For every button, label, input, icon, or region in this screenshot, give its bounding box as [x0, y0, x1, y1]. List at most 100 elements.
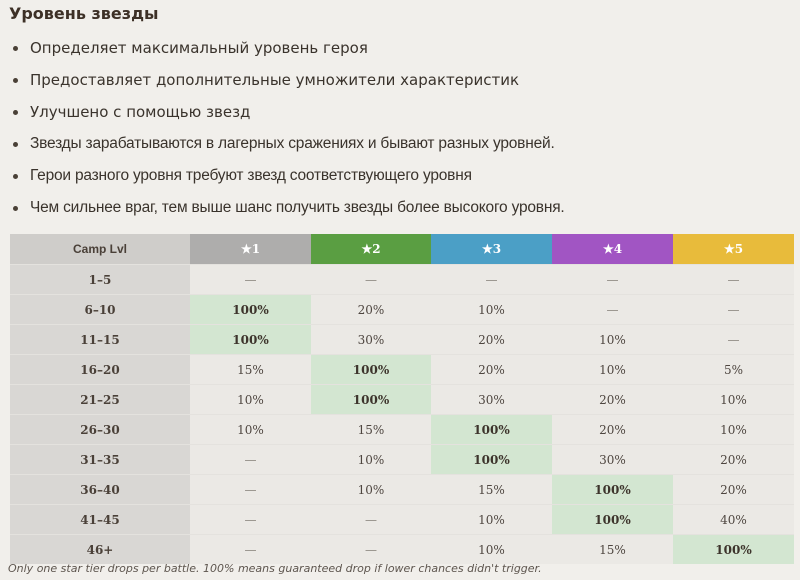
camp-level-cell: 6–10 — [10, 294, 190, 325]
camp-level-cell: 41–45 — [10, 504, 190, 535]
drop-chance-cell: 10% — [673, 414, 794, 445]
drop-chance-cell: 20% — [431, 324, 552, 355]
drop-chance-cell: 20% — [311, 294, 431, 325]
footnote: Only one star tier drops per battle. 100… — [8, 562, 542, 575]
table-row: 26–30 10% 15% 100% 20% 10% — [10, 414, 794, 445]
drop-chance-cell: 100% — [552, 474, 673, 505]
list-item-text: Герои разного уровня требуют звезд соотв… — [30, 167, 472, 184]
table-body: 1–5— — — — —6–10 100% 20% 10% — —11–15 100% 30% 20% 1… — [10, 264, 794, 564]
camp-level-cell: 16–20 — [10, 354, 190, 385]
table-row: 41–45— —10% 100% 40% — [10, 504, 794, 535]
table-row: 6–10 100% 20% 10% — — — [10, 294, 794, 325]
list-item-text: Предоставляет дополнительные умножители … — [30, 71, 520, 89]
drop-chance-cell: — — [431, 264, 552, 295]
list-item: Предоставляет дополнительные умножители … — [0, 68, 565, 100]
table-row: 46+ — —10% 15% 100% — [10, 534, 794, 564]
drop-chance-cell: 10% — [673, 384, 794, 415]
drop-chance-cell: 20% — [552, 414, 673, 445]
drop-chance-cell: 5% — [673, 354, 794, 385]
bullet-icon — [13, 78, 18, 83]
drop-chance-cell: 100% — [311, 354, 431, 385]
drop-chance-cell: 20% — [673, 474, 794, 505]
drop-chance-cell: — — [673, 264, 794, 295]
drop-chance-cell: 20% — [552, 384, 673, 415]
drop-chance-cell: — — [190, 264, 311, 295]
drop-chance-cell: — — [190, 534, 311, 564]
drop-chance-cell: 10% — [552, 324, 673, 355]
list-item: Герои разного уровня требуют звезд соотв… — [0, 164, 565, 196]
drop-chance-cell: 15% — [552, 534, 673, 564]
drop-chance-cell: — — [311, 534, 431, 564]
table-row: 31–35—10% 100% 30% 20% — [10, 444, 794, 475]
list-item-text: Определяет максимальный уровень героя — [30, 39, 368, 57]
drop-chance-cell: — — [190, 504, 311, 535]
column-header-star-5: ★5 — [673, 234, 794, 265]
camp-level-cell: 26–30 — [10, 414, 190, 445]
list-item: Определяет максимальный уровень героя — [0, 36, 565, 68]
drop-chance-cell: 15% — [190, 354, 311, 385]
table-row: 11–15 100% 30% 20% 10% — — [10, 324, 794, 355]
drop-chance-cell: 20% — [673, 444, 794, 475]
drop-chance-cell: 100% — [552, 504, 673, 535]
table-header-row: Camp Lvl ★1 ★2 ★3 ★4 ★5 — [10, 234, 794, 265]
camp-level-cell: 21–25 — [10, 384, 190, 415]
section-title: Уровень звезды — [9, 4, 159, 23]
drop-chance-cell: 30% — [552, 444, 673, 475]
drop-chance-cell: — — [673, 324, 794, 355]
drop-chance-cell: 100% — [311, 384, 431, 415]
drop-chance-cell: — — [673, 294, 794, 325]
table-row: 1–5— — — — — — [10, 264, 794, 295]
list-item-text: Чем сильнее враг, тем выше шанс получить… — [30, 199, 565, 216]
drop-chance-cell: 10% — [431, 504, 552, 535]
camp-level-cell: 11–15 — [10, 324, 190, 355]
list-item: Чем сильнее враг, тем выше шанс получить… — [0, 196, 565, 228]
drop-chance-cell: 30% — [431, 384, 552, 415]
bullet-icon — [13, 46, 18, 51]
drop-chance-cell: 100% — [431, 444, 552, 475]
drop-chance-cell: 15% — [311, 414, 431, 445]
drop-chance-cell: 100% — [190, 324, 311, 355]
feature-list: Определяет максимальный уровень героя Пр… — [0, 36, 565, 228]
drop-chance-cell: 20% — [431, 354, 552, 385]
drop-chance-cell: — — [311, 264, 431, 295]
drop-chance-cell: 10% — [552, 354, 673, 385]
drop-chance-cell: 30% — [311, 324, 431, 355]
drop-chance-cell: — — [190, 474, 311, 505]
list-item-text: Звезды зарабатываются в лагерных сражени… — [30, 135, 555, 152]
column-header-camp-lvl: Camp Lvl — [10, 234, 190, 265]
drop-chance-cell: 10% — [190, 414, 311, 445]
column-header-star-4: ★4 — [552, 234, 673, 265]
drop-chance-cell: 10% — [431, 534, 552, 564]
bullet-icon — [13, 206, 18, 211]
bullet-icon — [13, 110, 18, 115]
drop-chance-cell: — — [311, 504, 431, 535]
drop-chance-cell: — — [552, 264, 673, 295]
drop-chance-cell: 10% — [190, 384, 311, 415]
drop-chance-cell: 15% — [431, 474, 552, 505]
table-row: 16–20 15% 100% 20% 10% 5% — [10, 354, 794, 385]
table-row: 36–40—10% 15% 100% 20% — [10, 474, 794, 505]
table-row: 21–25 10% 100% 30% 20% 10% — [10, 384, 794, 415]
bullet-icon — [13, 142, 18, 147]
column-header-star-1: ★1 — [190, 234, 311, 265]
drop-chance-cell: 10% — [311, 474, 431, 505]
list-item: Звезды зарабатываются в лагерных сражени… — [0, 132, 565, 164]
camp-level-cell: 36–40 — [10, 474, 190, 505]
star-drop-table: Camp Lvl ★1 ★2 ★3 ★4 ★5 1–5— — — — —6–10 100% 20% 10… — [10, 234, 794, 564]
list-item-text: Улучшено с помощью звезд — [30, 103, 251, 121]
bullet-icon — [13, 174, 18, 179]
drop-chance-cell: 10% — [311, 444, 431, 475]
drop-chance-cell: — — [552, 294, 673, 325]
drop-chance-cell: 40% — [673, 504, 794, 535]
camp-level-cell: 31–35 — [10, 444, 190, 475]
drop-chance-cell: 100% — [673, 534, 794, 564]
camp-level-cell: 46+ — [10, 534, 190, 564]
drop-chance-cell: 10% — [431, 294, 552, 325]
list-item: Улучшено с помощью звезд — [0, 100, 565, 132]
drop-chance-cell: 100% — [190, 294, 311, 325]
drop-chance-cell: — — [190, 444, 311, 475]
camp-level-cell: 1–5 — [10, 264, 190, 295]
drop-chance-cell: 100% — [431, 414, 552, 445]
column-header-star-3: ★3 — [431, 234, 552, 265]
column-header-star-2: ★2 — [311, 234, 431, 265]
